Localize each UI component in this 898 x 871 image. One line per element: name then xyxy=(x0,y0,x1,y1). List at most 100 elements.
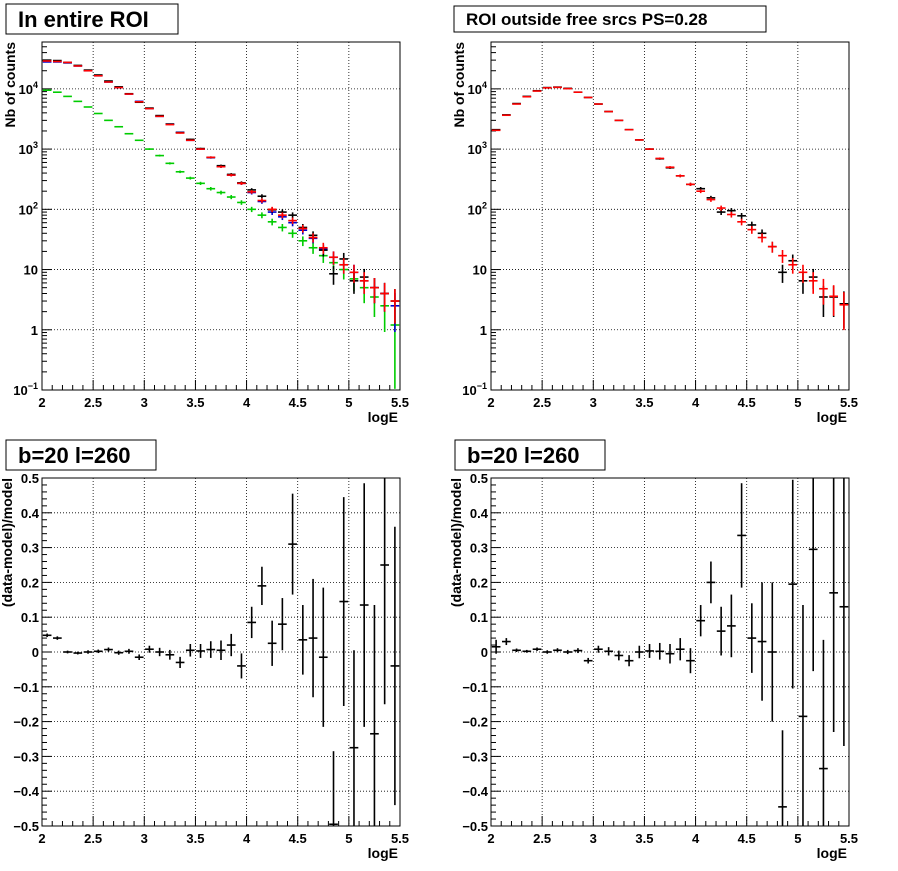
data-point xyxy=(553,648,562,653)
x-tick-label: 5.5 xyxy=(840,831,858,846)
y-tick-label: 102 xyxy=(468,200,487,217)
x-tick-label: 2.5 xyxy=(533,395,551,410)
data-point xyxy=(819,278,828,305)
data-point xyxy=(278,598,287,651)
data-point xyxy=(165,123,175,126)
data-point xyxy=(542,87,552,89)
data-point xyxy=(329,751,338,826)
series-0 xyxy=(42,89,400,389)
x-tick-label: 4 xyxy=(692,395,700,410)
x-axis-label: logE xyxy=(368,409,398,425)
title-box xyxy=(454,439,606,471)
data-point xyxy=(349,650,359,826)
y-tick-label: 0.2 xyxy=(21,575,39,590)
series-0 xyxy=(491,478,849,826)
data-point xyxy=(165,649,175,660)
data-point xyxy=(757,233,767,243)
data-point xyxy=(288,212,297,219)
data-point xyxy=(829,285,839,316)
data-point xyxy=(196,643,205,658)
y-tick-label: −0.4 xyxy=(13,784,39,799)
data-point xyxy=(778,730,787,826)
data-point xyxy=(124,132,134,135)
data-point xyxy=(175,656,185,669)
data-point xyxy=(175,132,185,134)
y-tick-label: 0.1 xyxy=(470,610,488,625)
data-point xyxy=(288,493,297,595)
x-tick-label: 2.5 xyxy=(84,395,102,410)
data-point xyxy=(257,194,267,199)
data-point xyxy=(788,479,798,689)
y-tick-label: 0.3 xyxy=(470,541,488,556)
y-tick-label: −0.2 xyxy=(462,715,488,730)
title-box xyxy=(5,439,157,471)
data-point xyxy=(226,173,236,177)
y-tick-label: 103 xyxy=(468,140,487,157)
data-point xyxy=(359,272,369,294)
data-point xyxy=(288,217,297,225)
data-point xyxy=(686,182,695,187)
data-point xyxy=(767,241,777,253)
data-point xyxy=(594,103,603,105)
series-0 xyxy=(491,86,849,329)
data-point xyxy=(165,162,175,165)
y-tick-label: 1 xyxy=(31,323,38,338)
data-point xyxy=(645,643,654,658)
data-point xyxy=(226,195,236,200)
data-point xyxy=(318,242,328,254)
panel-counts-outside-free-srcs: ROI outside free srcs PS=0.28 2 2.5 3 3.5 4 4.… xyxy=(451,5,858,425)
y-tick-label: 0.2 xyxy=(470,575,488,590)
title-box xyxy=(5,3,179,35)
data-point xyxy=(491,129,501,132)
series-1 xyxy=(42,61,400,332)
data-point xyxy=(145,645,154,653)
data-point xyxy=(798,605,808,826)
data-point xyxy=(52,91,62,94)
data-point xyxy=(563,649,573,655)
data-point xyxy=(278,212,287,219)
data-point xyxy=(237,653,246,679)
data-point xyxy=(257,566,267,606)
data-point xyxy=(737,483,746,588)
x-tick-label: 3.5 xyxy=(186,831,204,846)
x-tick-label: 2.5 xyxy=(84,831,102,846)
x-tick-label: 2 xyxy=(38,395,45,410)
y-tick-label: 10−1 xyxy=(462,381,487,398)
data-point xyxy=(155,154,164,157)
data-point xyxy=(206,641,216,658)
x-tick-label: 5.5 xyxy=(391,395,409,410)
data-point xyxy=(737,218,746,226)
data-point xyxy=(145,148,154,150)
data-point xyxy=(134,100,144,103)
data-point xyxy=(839,478,849,746)
x-tick-label: 5 xyxy=(794,831,801,846)
data-point xyxy=(583,657,593,664)
x-tick-label: 3.5 xyxy=(186,395,204,410)
data-point xyxy=(114,650,124,655)
data-point xyxy=(542,650,552,654)
y-tick-label: −0.1 xyxy=(13,680,39,695)
data-point xyxy=(696,605,706,637)
data-point xyxy=(216,190,226,195)
data-point xyxy=(42,89,52,92)
x-tick-label: 5 xyxy=(345,831,352,846)
data-point xyxy=(512,103,521,105)
y-tick-label: 104 xyxy=(468,80,487,97)
y-tick-label: 10−1 xyxy=(13,381,38,398)
data-point xyxy=(522,95,532,98)
data-point xyxy=(185,139,195,142)
data-point xyxy=(73,651,83,655)
data-point xyxy=(604,110,613,113)
data-point xyxy=(614,119,624,122)
data-point xyxy=(247,190,257,194)
data-point xyxy=(257,212,267,219)
y-tick-label: 0.5 xyxy=(470,471,488,486)
data-point xyxy=(267,620,277,666)
data-point xyxy=(675,638,685,661)
x-tick-label: 5.5 xyxy=(840,395,858,410)
data-point xyxy=(532,90,542,92)
data-point xyxy=(104,119,113,122)
data-point xyxy=(63,95,72,98)
x-axis-label: logE xyxy=(817,845,847,861)
data-point xyxy=(716,606,726,656)
